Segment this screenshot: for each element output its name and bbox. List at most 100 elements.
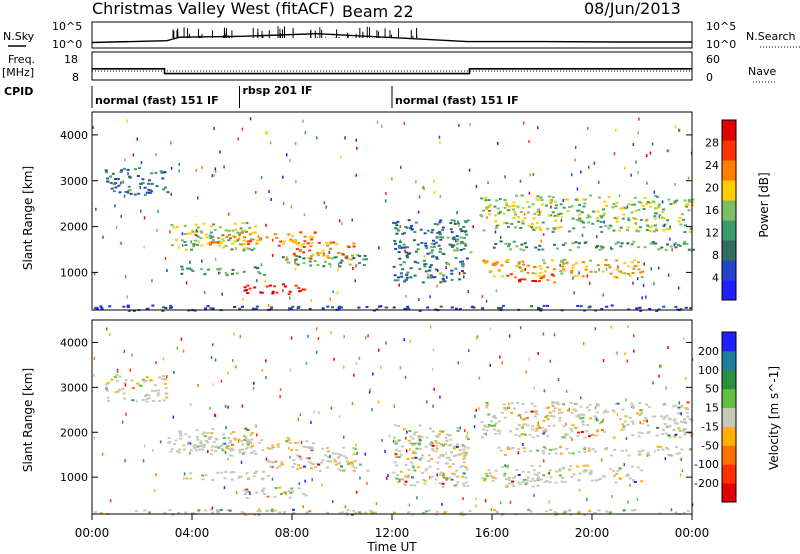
heatmap-cell xyxy=(338,265,342,268)
heatmap-cell xyxy=(592,210,596,213)
heatmap-cell xyxy=(256,267,260,269)
heatmap-cell xyxy=(139,182,143,185)
heatmap-cell xyxy=(313,260,317,262)
heatmap-cell xyxy=(106,396,110,399)
heatmap-noise-cell xyxy=(423,254,426,258)
heatmap-cell xyxy=(246,247,250,250)
heatmap-cell xyxy=(106,180,110,183)
heatmap-cell xyxy=(317,463,321,466)
heatmap-cell xyxy=(515,265,519,267)
heatmap-cell xyxy=(615,220,619,223)
heatmap-noise-cell xyxy=(667,346,669,349)
heatmap-cell xyxy=(621,217,625,220)
heatmap-cell xyxy=(483,425,487,428)
colorbar-tick-label: -15 xyxy=(701,420,719,433)
heatmap-noise-cell xyxy=(355,173,357,177)
heatmap-noise-cell xyxy=(500,501,502,505)
heatmap-cell xyxy=(245,497,249,500)
heatmap-cell xyxy=(164,378,167,381)
heatmap-cell xyxy=(427,460,431,462)
heatmap-cell xyxy=(596,210,600,213)
heatmap-cell xyxy=(462,226,466,228)
heatmap-cell xyxy=(124,379,128,381)
heatmap-cell xyxy=(115,380,119,383)
heatmap-noise-cell xyxy=(124,275,127,279)
heatmap-noise-cell xyxy=(385,341,387,345)
heatmap-cell xyxy=(423,263,427,266)
heatmap-cell xyxy=(266,447,270,450)
heatmap-cell xyxy=(480,421,484,423)
heatmap-cell xyxy=(190,248,193,251)
heatmap-cell xyxy=(488,209,492,212)
heatmap-cell xyxy=(241,222,245,225)
heatmap-cell xyxy=(522,249,526,252)
heatmap-cell xyxy=(321,307,325,310)
heatmap-cell xyxy=(524,483,528,486)
heatmap-noise-cell xyxy=(681,404,683,408)
heatmap-cell xyxy=(413,442,417,445)
heatmap-cell xyxy=(582,226,586,229)
heatmap-cell xyxy=(446,236,450,239)
heatmap-cell xyxy=(337,305,341,308)
heatmap-cell xyxy=(559,452,563,455)
heatmap-cell xyxy=(196,226,200,229)
heatmap-cell xyxy=(531,477,535,480)
heatmap-cell xyxy=(626,273,630,275)
heatmap-cell xyxy=(228,441,232,444)
heatmap-noise-cell xyxy=(355,443,357,447)
y-tick-label: 3000 xyxy=(60,175,88,188)
heatmap-cell xyxy=(577,431,581,434)
x-tick-label: 20:00 xyxy=(575,526,610,540)
heatmap-cell xyxy=(421,454,425,457)
heatmap-cell xyxy=(628,477,632,480)
heatmap-cell xyxy=(539,196,543,199)
heatmap-cell xyxy=(499,307,503,309)
heatmap-cell xyxy=(643,197,647,199)
heatmap-cell xyxy=(415,442,419,445)
heatmap-noise-cell xyxy=(219,150,221,154)
nsearch-label: N.Search xyxy=(746,30,796,43)
heatmap-noise-cell xyxy=(355,264,357,268)
heatmap-cell xyxy=(250,432,254,434)
heatmap-cell xyxy=(435,447,439,450)
heatmap-cell xyxy=(272,461,276,464)
heatmap-cell xyxy=(431,430,435,433)
heatmap-cell xyxy=(536,195,540,198)
heatmap-cell xyxy=(494,227,498,230)
heatmap-cell xyxy=(503,416,507,419)
heatmap-noise-cell xyxy=(437,269,439,273)
heatmap-cell xyxy=(143,380,147,383)
heatmap-cell xyxy=(662,417,666,420)
heatmap-cell xyxy=(245,472,249,475)
heatmap-cell xyxy=(595,434,599,437)
heatmap-cell xyxy=(554,226,558,229)
heatmap-noise-cell xyxy=(559,263,561,267)
heatmap-cell xyxy=(277,244,281,247)
y-tick-label: 4000 xyxy=(60,336,88,349)
heatmap-cell xyxy=(441,482,445,485)
heatmap-cell xyxy=(183,224,187,227)
heatmap-cell xyxy=(410,228,414,231)
heatmap-cell xyxy=(640,469,644,472)
heatmap-cell xyxy=(626,242,630,245)
heatmap-cell xyxy=(515,468,519,471)
heatmap-noise-cell xyxy=(405,449,408,453)
heatmap-cell xyxy=(650,225,654,228)
heatmap-cell xyxy=(202,222,206,225)
heatmap-cell xyxy=(627,217,631,220)
heatmap-cell xyxy=(150,379,154,382)
heatmap-cell xyxy=(518,279,522,281)
heatmap-cell xyxy=(510,402,514,405)
heatmap-cell xyxy=(597,196,601,199)
nsky-series-line xyxy=(91,32,692,44)
heatmap-noise-cell xyxy=(195,168,198,172)
heatmap-cell xyxy=(189,477,193,480)
heatmap-cell xyxy=(517,424,521,427)
heatmap-cell xyxy=(494,432,497,435)
heatmap-noise-cell xyxy=(282,175,284,179)
colorbar-swatch xyxy=(722,445,736,465)
heatmap-noise-cell xyxy=(253,381,255,385)
heatmap-noise-cell xyxy=(181,244,184,247)
heatmap-cell xyxy=(550,273,554,276)
heatmap-cell xyxy=(462,485,466,488)
